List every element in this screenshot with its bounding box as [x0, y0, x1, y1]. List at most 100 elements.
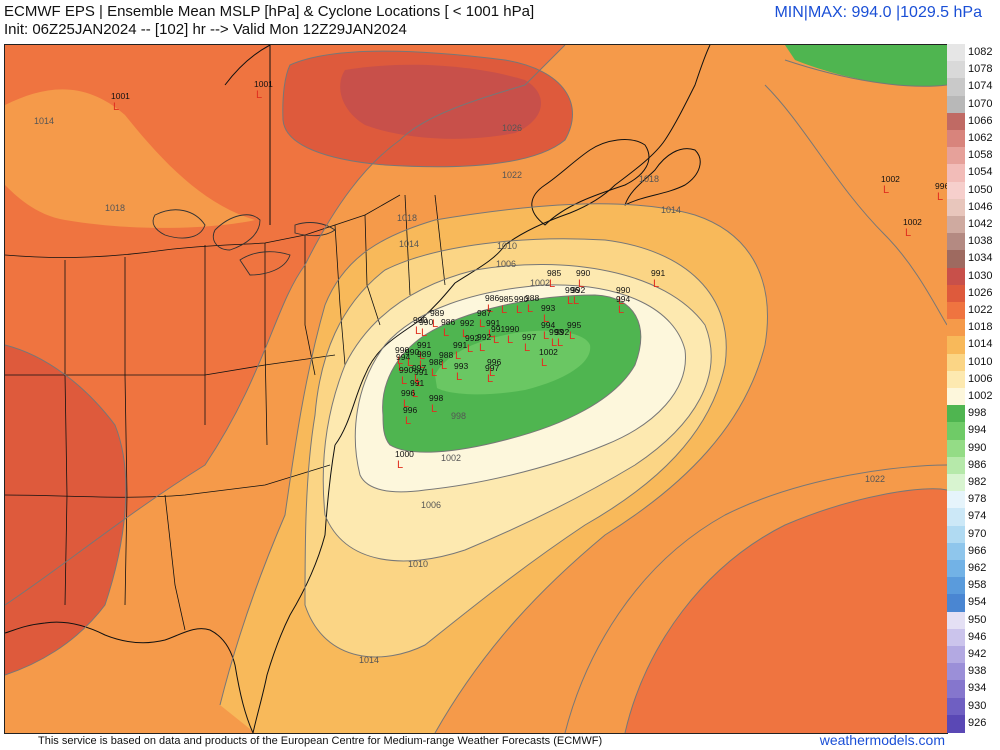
colorbar-row: 1010	[947, 353, 1000, 372]
colorbar-swatch	[947, 284, 965, 303]
colorbar-swatch	[947, 439, 965, 458]
contour-label: 1018	[105, 203, 125, 213]
colorbar-row: 986	[947, 456, 1000, 475]
low-marker-icon: L	[516, 304, 522, 316]
colorbar-row: 1082	[947, 44, 1000, 62]
colorbar-swatch	[947, 405, 965, 424]
cyclone-pressure-label: 990	[395, 345, 409, 355]
colorbar-swatch	[947, 95, 965, 114]
colorbar-swatch	[947, 628, 965, 647]
contour-label: 1014	[399, 239, 419, 249]
low-marker-icon: L	[441, 360, 447, 372]
colorbar-row: 926	[947, 714, 1000, 733]
colorbar-swatch	[947, 147, 965, 166]
colorbar-row: 958	[947, 577, 1000, 596]
low-marker-icon: L	[541, 357, 547, 369]
colorbar-row: 962	[947, 560, 1000, 578]
low-marker-icon: L	[487, 303, 493, 315]
colorbar-label: 1062	[968, 132, 993, 144]
contour-label: 1014	[359, 655, 379, 665]
colorbar-row: 1042	[947, 216, 1000, 234]
colorbar-row: 930	[947, 697, 1000, 716]
cyclone-pressure-label: 990	[399, 365, 413, 375]
cyclone-pressure-label: 1000	[395, 449, 414, 459]
colorbar-row: 1030	[947, 267, 1000, 286]
colorbar-swatch	[947, 216, 965, 234]
colorbar-row: 998	[947, 405, 1000, 424]
contour-labels: 1026 1022 1018 1018 1014 1014 1010 1006 …	[34, 116, 885, 665]
low-marker-icon: L	[557, 337, 563, 349]
colorbar-row: 982	[947, 474, 1000, 492]
cyclone-pressure-label: 990	[576, 268, 590, 278]
cyclone-pressure-label: 990	[616, 285, 630, 295]
cyclone-pressure-label: 987	[477, 308, 491, 318]
colorbar-swatch	[947, 250, 965, 269]
field-1030	[340, 64, 542, 139]
colorbar-label: 1070	[968, 97, 993, 110]
colorbar-swatch	[947, 680, 965, 699]
colorbar-label: 1046	[968, 200, 993, 213]
cyclone-pressure-label: 991	[417, 340, 431, 350]
colorbar-swatch	[947, 44, 965, 62]
contour-label: 1022	[865, 474, 885, 484]
cyclone-pressure-label: 988	[439, 350, 453, 360]
colorbar-label: 1058	[968, 149, 993, 162]
low-marker-icon: L	[419, 359, 425, 371]
cyclone-pressure-label: 991	[410, 378, 424, 388]
low-marker-icon: L	[415, 325, 421, 337]
contour-label: 1018	[397, 213, 417, 223]
colorbar-label: 930	[968, 699, 987, 712]
cyclone-pressure-label: 998	[429, 393, 443, 403]
cyclone-pressure-label: 996	[487, 357, 501, 367]
low-marker-icon: L	[524, 342, 530, 354]
colorbar-row: 974	[947, 508, 1000, 527]
cyclone-pressure-label: 994	[396, 352, 410, 362]
low-marker-icon: L	[551, 337, 557, 349]
low-marker-icon: L	[573, 295, 579, 307]
low-marker-icon: L	[462, 328, 468, 340]
low-marker-icon: L	[489, 367, 495, 379]
low-marker-icon: L	[431, 367, 437, 379]
colorbar-swatch	[947, 560, 965, 578]
cyclone-pressure-label: 990	[514, 294, 528, 304]
cyclone-pressure-label: 991	[414, 367, 428, 377]
cyclone-pressure-label: 992	[460, 318, 474, 328]
low-marker-icon: L	[543, 330, 549, 342]
cyclone-pressure-label: 986	[441, 317, 455, 327]
cyclone-pressure-label: 990	[413, 315, 427, 325]
field-1018-east	[565, 465, 947, 733]
cyclone-pressure-label: 988	[525, 293, 539, 303]
colorbar-row: 1026	[947, 284, 1000, 303]
low-marker-icon: L	[618, 295, 624, 307]
colorbar-swatch	[947, 542, 965, 561]
colorbar-swatch	[947, 611, 965, 630]
colorbar-swatch	[947, 130, 965, 148]
colorbar-label: 934	[968, 682, 987, 695]
contour-label: 1010	[497, 241, 517, 251]
colorbar-row: 954	[947, 594, 1000, 613]
colorbar-swatch	[947, 198, 965, 217]
colorbar-label: 994	[968, 424, 987, 437]
low-marker-icon: L	[401, 375, 407, 387]
cyclone-pressure-label: 990	[419, 317, 433, 327]
colorbar-swatch	[947, 336, 965, 355]
cyclone-pressure-label: 1001	[254, 79, 273, 89]
cyclone-pressure-label: 993	[541, 303, 555, 313]
colorbar-swatch	[947, 319, 965, 338]
low-marker-icon: L	[397, 459, 403, 471]
low-marker-icon: L	[414, 373, 420, 385]
brand-link[interactable]: weathermodels.com	[819, 732, 945, 748]
colorbar-label: 1002	[968, 390, 993, 402]
colorbar-row: 1006	[947, 370, 1000, 389]
colorbar-label: 1054	[968, 166, 993, 179]
cyclone-pressure-label: 988	[429, 357, 443, 367]
low-marker-icon: L	[507, 334, 513, 346]
low-marker-icon: L	[256, 89, 262, 101]
colorbar-label: 954	[968, 596, 987, 609]
low-marker-icon: L	[493, 334, 499, 346]
cyclone-pressure-label: 1001	[111, 91, 130, 101]
colorbar-row: 994	[947, 422, 1000, 441]
pressure-map-svg: 1026 1022 1018 1018 1014 1014 1010 1006 …	[5, 45, 947, 733]
colorbar-swatch	[947, 233, 965, 252]
cyclone-pressure-label: 997	[522, 332, 536, 342]
